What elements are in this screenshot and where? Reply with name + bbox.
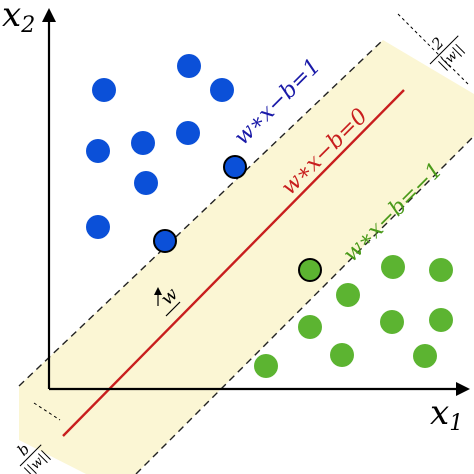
green-point <box>381 255 405 279</box>
lower-margin-line <box>135 135 474 474</box>
green-point <box>429 258 453 282</box>
x-axis-arrow-icon <box>456 382 470 396</box>
green-point <box>429 308 453 332</box>
blue-point <box>86 215 110 239</box>
offset-fraction-bar <box>19 444 42 467</box>
margin-band <box>19 40 474 474</box>
blue-point <box>176 121 200 145</box>
y-axis-label: x2 <box>2 0 35 38</box>
green-point <box>254 354 278 378</box>
green-point <box>380 310 404 334</box>
blue-point <box>86 139 110 163</box>
margin-width-dim-line <box>397 13 469 85</box>
blue-point <box>92 78 116 102</box>
blue-support-vector <box>223 155 247 179</box>
x-axis-label: x1 <box>430 393 463 436</box>
margin-width-numerator: 2 <box>427 34 447 54</box>
blue-class-points <box>86 54 234 239</box>
blue-point <box>134 171 158 195</box>
green-support-vector <box>298 258 322 282</box>
offset-dim-line <box>33 402 61 421</box>
green-point <box>413 344 437 368</box>
blue-point <box>210 78 234 102</box>
green-point <box>330 343 354 367</box>
green-point <box>336 283 360 307</box>
blue-support-vector <box>153 229 177 253</box>
normal-vector-tick <box>165 301 181 317</box>
green-class-points <box>254 255 453 378</box>
normal-vector-arrow-icon <box>154 287 162 295</box>
margin-width-fraction-bar <box>429 35 459 65</box>
blue-point <box>131 131 155 155</box>
decision-boundary-line <box>62 89 405 437</box>
blue-point <box>177 54 201 78</box>
green-point <box>298 315 322 339</box>
y-axis-arrow-icon <box>42 8 56 22</box>
